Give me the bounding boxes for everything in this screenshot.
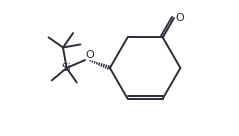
Text: O: O: [175, 13, 184, 23]
Text: O: O: [86, 50, 94, 60]
Text: Si: Si: [62, 63, 71, 73]
